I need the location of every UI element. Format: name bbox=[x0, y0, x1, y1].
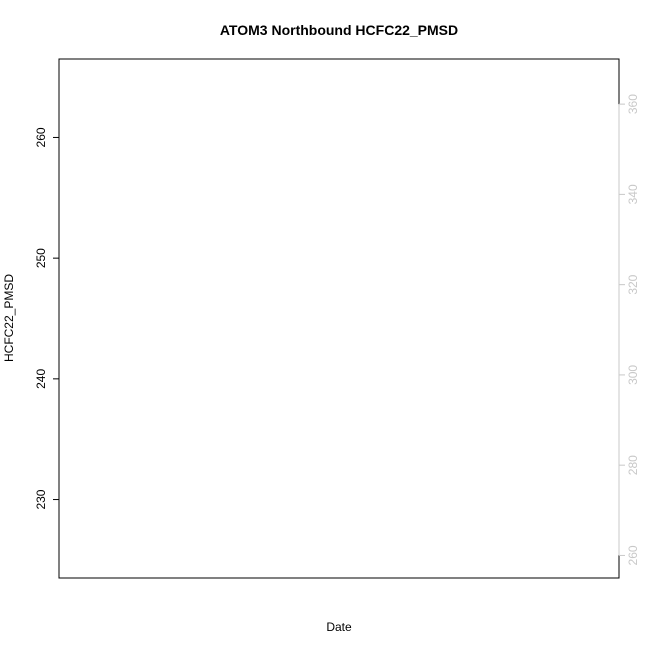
axes-layer: Oct 15Oct 17Oct 19Oct 21Oct 23Oct 252302… bbox=[34, 94, 640, 566]
y-tick-label: 250 bbox=[34, 248, 48, 268]
x-axis-title: Date bbox=[326, 620, 352, 634]
y-tick-label: 240 bbox=[34, 369, 48, 389]
y2-tick-label: 360 bbox=[626, 94, 640, 114]
y2-tick-label: 280 bbox=[626, 455, 640, 475]
chart-title: ATOM3 Northbound HCFC22_PMSD bbox=[220, 22, 458, 38]
y-tick-label: 230 bbox=[34, 489, 48, 509]
y-tick-label: 260 bbox=[34, 127, 48, 147]
y2-tick-label: 320 bbox=[626, 274, 640, 294]
y2-tick-label: 260 bbox=[626, 545, 640, 565]
y2-tick-label: 340 bbox=[626, 184, 640, 204]
y-axis-title: HCFC22_PMSD bbox=[2, 274, 16, 362]
y2-tick-label: 300 bbox=[626, 365, 640, 385]
plot-frame bbox=[58, 58, 620, 579]
